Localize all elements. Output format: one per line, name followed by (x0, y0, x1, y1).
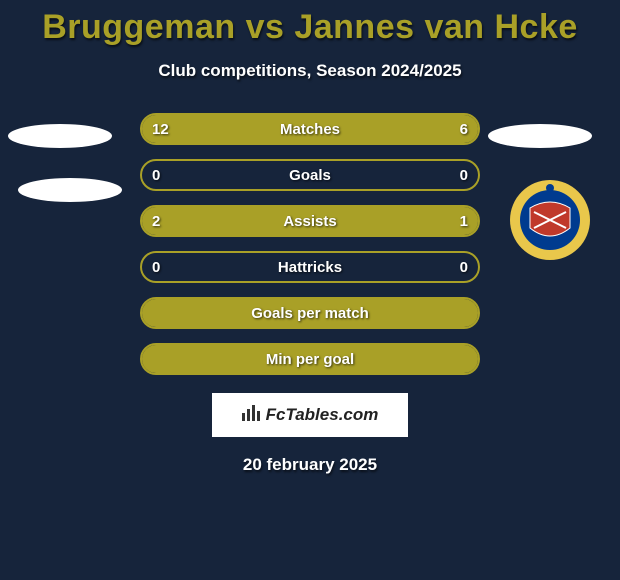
stat-value-right: 0 (460, 167, 468, 184)
stat-value-right: 6 (460, 121, 468, 138)
player-avatar-right-oval (488, 124, 592, 148)
stat-value-left: 0 (152, 167, 160, 184)
stat-bar: Goals per match (140, 297, 480, 329)
stat-bar: 2 Assists 1 (140, 205, 480, 237)
fctables-badge: FcTables.com (212, 393, 408, 437)
fctables-label: FcTables.com (266, 405, 379, 425)
player-avatar-left-1 (8, 124, 112, 148)
stat-label: Matches (280, 121, 340, 138)
date-label: 20 february 2025 (0, 455, 620, 475)
stat-bar: Min per goal (140, 343, 480, 375)
player-avatar-left-2 (18, 178, 122, 202)
page-title: Bruggeman vs Jannes van Hcke (0, 8, 620, 47)
club-crest-right (508, 178, 592, 262)
stat-label: Hattricks (278, 259, 342, 276)
stat-value-left: 2 (152, 213, 160, 230)
stat-label: Min per goal (266, 351, 354, 368)
subtitle: Club competitions, Season 2024/2025 (0, 61, 620, 81)
stat-bar: 12 Matches 6 (140, 113, 480, 145)
stat-label: Assists (283, 213, 336, 230)
stat-value-left: 12 (152, 121, 169, 138)
stat-value-left: 0 (152, 259, 160, 276)
stat-value-right: 0 (460, 259, 468, 276)
chart-icon (242, 405, 260, 426)
stat-value-right: 1 (460, 213, 468, 230)
crest-icon (508, 178, 592, 262)
stat-bar: 0 Goals 0 (140, 159, 480, 191)
stat-bar: 0 Hattricks 0 (140, 251, 480, 283)
stat-label: Goals per match (251, 305, 369, 322)
stat-label: Goals (289, 167, 331, 184)
